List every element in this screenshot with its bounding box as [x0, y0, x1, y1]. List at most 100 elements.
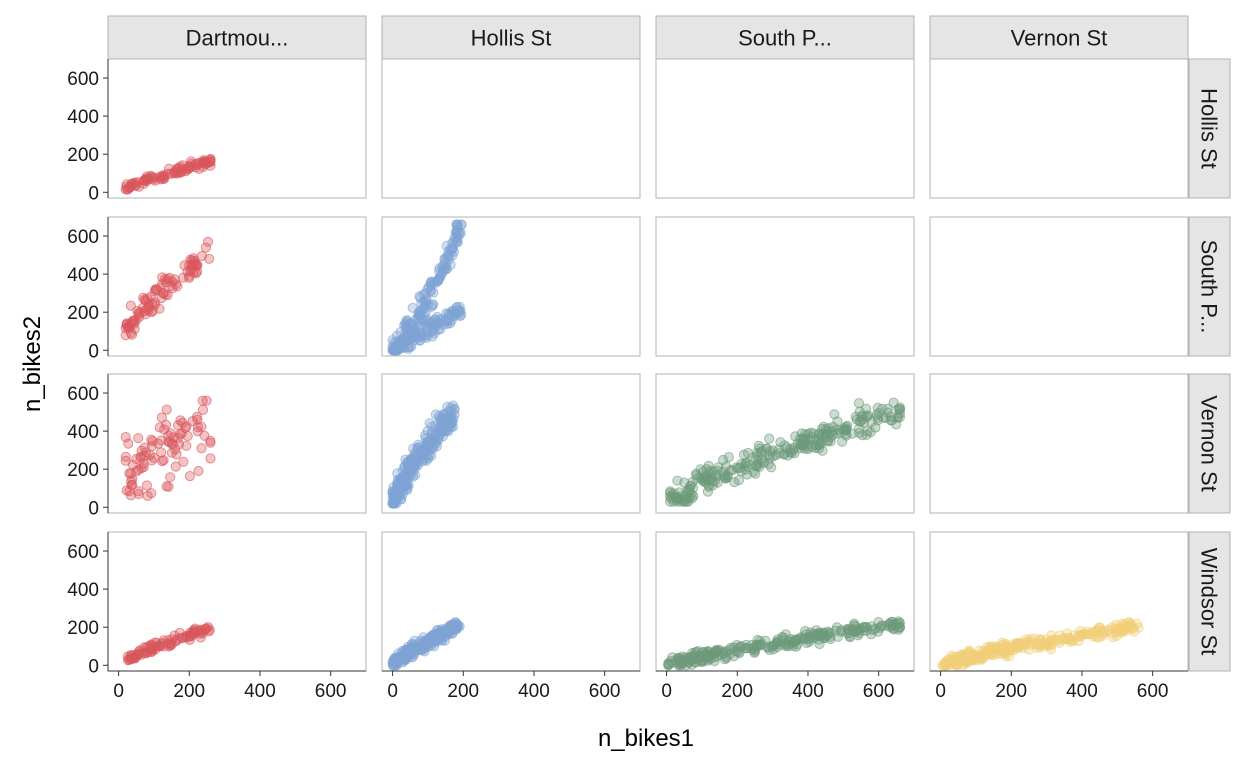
strip-background	[929, 15, 1189, 60]
data-point	[426, 277, 437, 288]
panel-background	[107, 373, 367, 514]
y-tick-label: 400	[67, 580, 99, 601]
data-point	[142, 293, 153, 304]
data-point	[434, 266, 445, 277]
strip-background	[655, 15, 915, 60]
data-point	[396, 651, 407, 662]
data-point	[388, 496, 399, 507]
y-tick-label: 200	[67, 618, 99, 639]
data-point	[684, 487, 695, 498]
x-axis: 0 200 400 600	[656, 670, 914, 702]
data-point	[192, 426, 203, 437]
strip-background	[107, 15, 367, 60]
data-point	[424, 418, 435, 429]
data-point	[1033, 640, 1044, 651]
data-point	[191, 411, 203, 422]
data-point	[173, 633, 184, 644]
data-point	[1045, 636, 1056, 647]
x-tick-label: 400	[244, 681, 276, 702]
data-point	[180, 422, 191, 433]
y-tick-label: 200	[67, 303, 99, 324]
data-point	[1018, 639, 1030, 650]
data-point	[872, 415, 884, 426]
data-point	[1111, 630, 1122, 642]
data-point	[136, 445, 147, 456]
data-point	[707, 480, 718, 491]
data-point	[425, 633, 436, 644]
data-point	[158, 170, 169, 181]
data-point	[813, 429, 824, 440]
data-point	[779, 440, 790, 451]
y-tick-label: 200	[67, 145, 99, 166]
column-strip-label: Dartmou...	[186, 26, 289, 51]
data-point	[886, 415, 897, 426]
x-tick-label: 600	[1137, 681, 1169, 702]
data-point	[166, 438, 177, 449]
data-point	[749, 644, 761, 656]
data-point	[439, 625, 450, 636]
panel-background	[929, 373, 1189, 514]
column-strip: Dartmou...	[107, 15, 367, 60]
x-tick-label: 400	[792, 681, 824, 702]
y-tick-label: 400	[67, 107, 99, 128]
data-point	[829, 409, 840, 420]
data-point	[736, 458, 747, 470]
data-point	[205, 435, 216, 446]
data-point	[415, 314, 426, 325]
strip-background	[1188, 58, 1231, 199]
data-point	[175, 429, 186, 440]
data-point	[177, 417, 188, 428]
data-point	[141, 480, 152, 491]
data-point	[158, 455, 169, 466]
column-strips: Dartmou... Hollis St South P... Vernon St	[107, 15, 1189, 60]
scatter-panel	[387, 400, 460, 509]
data-point	[1116, 618, 1128, 629]
data-point	[415, 450, 426, 461]
data-point	[156, 412, 167, 423]
data-point	[861, 403, 872, 414]
y-tick-label: 400	[67, 265, 99, 286]
x-tick-label: 200	[995, 681, 1027, 702]
x-tick-label: 0	[113, 681, 124, 702]
data-point	[125, 490, 136, 501]
data-point	[436, 414, 447, 425]
data-point	[452, 621, 464, 632]
data-point	[156, 639, 167, 650]
data-point	[893, 404, 904, 415]
panel-background	[655, 58, 915, 199]
x-tick-label: 600	[863, 681, 895, 702]
x-tick-label: 200	[447, 681, 479, 702]
data-point	[127, 459, 138, 470]
data-point	[177, 632, 188, 643]
data-point	[700, 471, 711, 482]
x-axis: 0 200 400 600	[108, 670, 366, 702]
data-point	[407, 302, 418, 313]
data-point	[414, 310, 426, 321]
row-strip: Windsor St	[1188, 531, 1231, 672]
data-point	[865, 427, 876, 438]
data-point	[821, 431, 832, 442]
data-point	[122, 184, 133, 195]
data-point	[184, 471, 195, 482]
x-axis: 0 200 400 600	[382, 670, 640, 702]
data-point	[729, 477, 740, 488]
data-point	[444, 406, 455, 417]
strip-background	[381, 15, 641, 60]
data-point	[703, 460, 714, 471]
panel-background	[929, 58, 1189, 199]
scatter-panel	[120, 236, 215, 341]
strip-background	[1188, 373, 1231, 514]
data-point	[158, 170, 169, 181]
row-strip: Hollis St	[1188, 58, 1231, 199]
data-point	[399, 334, 410, 345]
data-point	[170, 444, 181, 455]
data-point	[741, 643, 752, 654]
data-point	[700, 477, 711, 488]
data-point	[170, 279, 182, 290]
data-point	[837, 436, 848, 447]
data-point	[200, 242, 211, 253]
data-point	[722, 470, 733, 481]
data-point	[1094, 622, 1105, 633]
column-strip-label: Vernon St	[1011, 26, 1108, 51]
scatter-panel	[387, 219, 467, 356]
